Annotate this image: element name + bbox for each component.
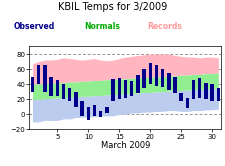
Bar xyxy=(99,111,102,117)
Bar xyxy=(142,69,145,88)
Bar xyxy=(31,77,34,92)
Text: Observed: Observed xyxy=(13,22,54,31)
Bar xyxy=(148,63,151,84)
Bar xyxy=(92,105,96,116)
Bar xyxy=(61,84,65,99)
Bar xyxy=(135,75,139,93)
Bar xyxy=(203,83,207,99)
Bar xyxy=(55,81,59,95)
Text: Records: Records xyxy=(147,22,182,31)
Bar xyxy=(111,79,114,101)
Bar xyxy=(173,77,176,93)
Text: KBIL Temps for 3/2009: KBIL Temps for 3/2009 xyxy=(58,2,167,12)
Bar xyxy=(216,88,219,101)
Bar xyxy=(179,93,182,101)
Bar xyxy=(123,80,127,98)
Bar xyxy=(166,73,170,90)
Bar xyxy=(117,78,120,99)
Bar xyxy=(86,107,90,120)
Bar xyxy=(49,77,53,95)
Bar xyxy=(129,81,133,96)
Bar xyxy=(160,69,164,87)
Bar xyxy=(197,78,201,98)
Bar xyxy=(154,65,157,86)
Bar xyxy=(43,65,46,92)
Bar xyxy=(105,107,108,113)
X-axis label: March 2009: March 2009 xyxy=(100,141,149,150)
Bar xyxy=(191,81,194,99)
Bar xyxy=(80,101,83,116)
Bar xyxy=(68,88,71,101)
Bar xyxy=(209,84,213,101)
Bar xyxy=(185,98,188,108)
Bar xyxy=(37,65,40,84)
Bar xyxy=(74,92,77,107)
Text: Normals: Normals xyxy=(83,22,119,31)
